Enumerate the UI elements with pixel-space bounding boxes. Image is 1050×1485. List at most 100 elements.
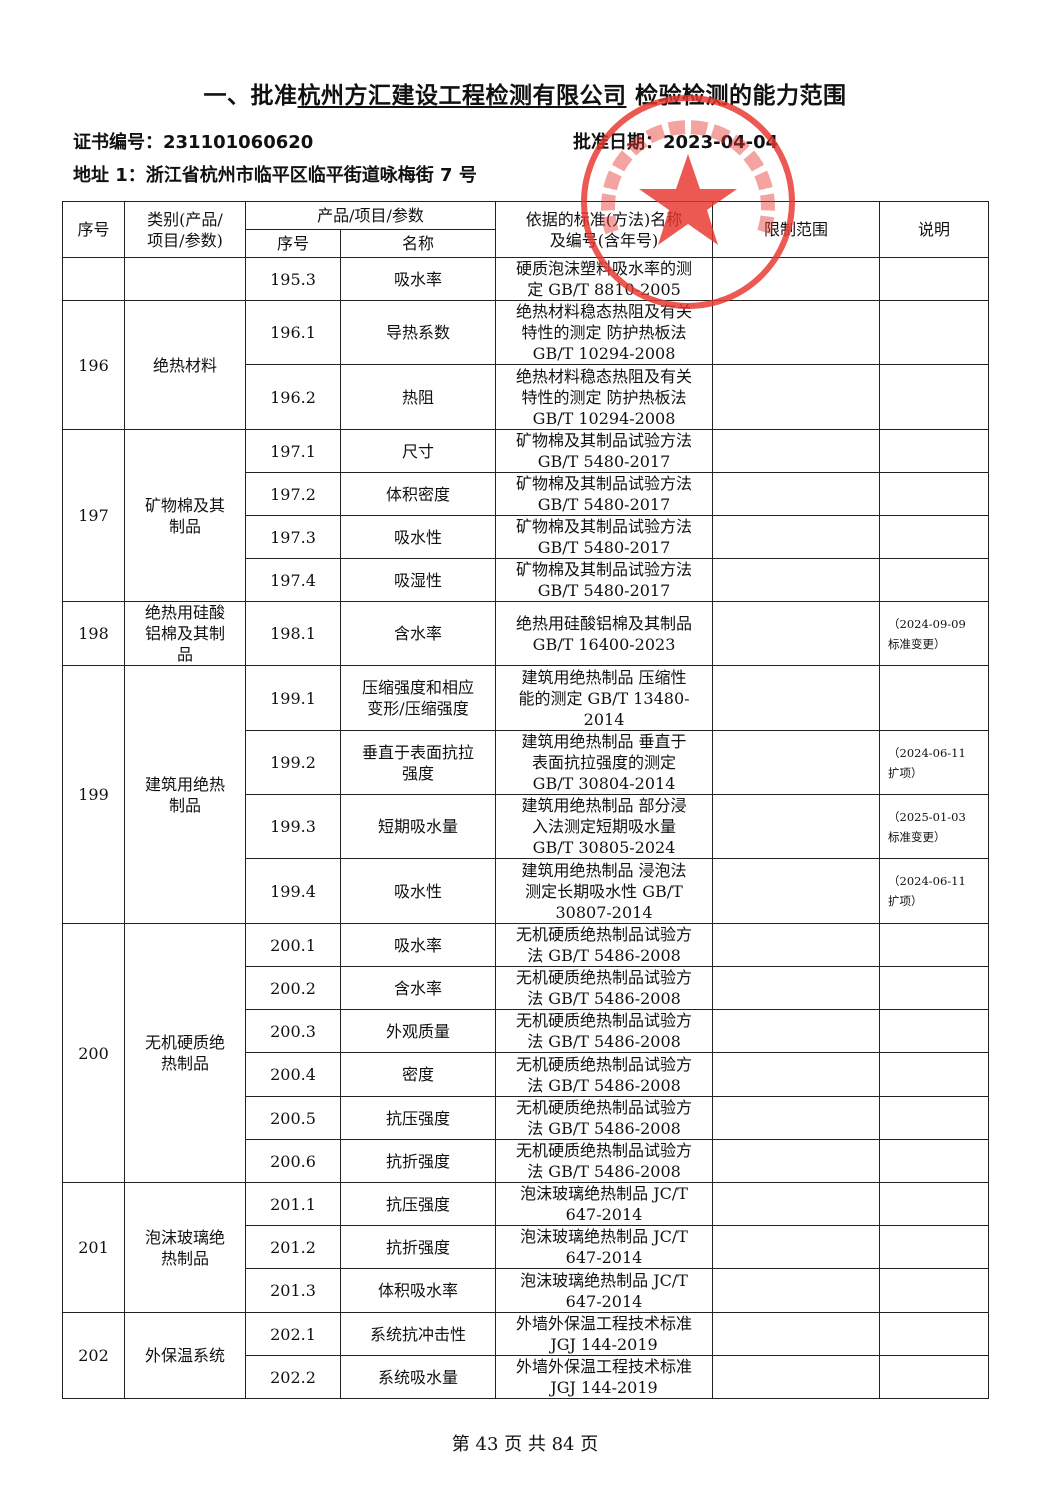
table-row: 202.2 系统吸水量 外墙外保温工程技术标准 JGJ 144-2019 <box>63 1355 990 1399</box>
group-category: 泡沫玻璃绝 热制品 <box>124 1182 246 1313</box>
item-standard: 无机硬质绝热制品试验方 法 GB/T 5486-2008 <box>495 923 714 967</box>
table-row: 199 建筑用绝热 制品 199.1 压缩强度和相应 变形/压缩强度 建筑用绝热制品 压… <box>62 665 990 924</box>
item-name: 吸水性 <box>339 515 497 559</box>
capability-table: 序号 类别(产品/ 项目/参数) 产品/项目/参数 依据的标准(方法)名称 及编… <box>62 201 990 1399</box>
address-label: 地址 1： <box>73 165 146 186</box>
item-limit <box>712 730 881 795</box>
item-standard: 绝热材料稳态热阻及有关 特性的测定 防护热板法 GB/T 10294-2008 <box>495 364 714 430</box>
item-seq: 199.4 <box>245 858 341 924</box>
group-category <box>124 257 246 301</box>
page-title: 一、批准杭州方汇建设工程检测有限公司 检验检测的能力范围 <box>0 76 1050 110</box>
certificate-value: 231101060620 <box>163 132 314 153</box>
item-name: 含水率 <box>339 966 497 1010</box>
item-name: 吸水率 <box>339 257 497 301</box>
item-name: 吸水率 <box>339 923 497 967</box>
item-standard: 泡沫玻璃绝热制品 JC/T 647-2014 <box>495 1182 714 1226</box>
item-note <box>879 1225 990 1269</box>
table-row: 195.3 吸水率 硬质泡沫塑料吸水率的测 定 GB/T 8810-2005 <box>62 257 990 301</box>
item-seq: 201.1 <box>245 1182 341 1226</box>
item-note: （2025-01-03 标准变更） <box>879 794 990 859</box>
item-limit <box>712 364 881 430</box>
item-limit <box>712 257 881 301</box>
item-seq: 200.4 <box>245 1052 341 1097</box>
item-note <box>879 364 990 430</box>
item-name: 压缩强度和相应 变形/压缩强度 <box>339 665 497 731</box>
header-product: 产品/项目/参数 <box>244 201 497 230</box>
group-category: 外保温系统 <box>124 1312 246 1399</box>
item-standard: 矿物棉及其制品试验方法 GB/T 5480-2017 <box>495 472 714 516</box>
item-name: 垂直于表面抗拉 强度 <box>339 730 497 795</box>
group-seq: 197 <box>62 429 125 602</box>
item-limit <box>712 429 881 473</box>
item-limit <box>712 1182 881 1226</box>
item-standard: 无机硬质绝热制品试验方 法 GB/T 5486-2008 <box>495 966 714 1010</box>
header-sub-seq: 序号 <box>245 229 341 258</box>
item-limit <box>712 1225 881 1269</box>
item-standard: 无机硬质绝热制品试验方 法 GB/T 5486-2008 <box>495 1139 714 1183</box>
item-limit <box>712 601 881 666</box>
item-standard: 建筑用绝热制品 压缩性 能的测定 GB/T 13480- 2014 <box>495 665 714 731</box>
table-row: 197.3 吸水性 矿物棉及其制品试验方法 GB/T 5480-2017 <box>63 515 990 559</box>
item-seq: 199.3 <box>245 794 341 859</box>
group-seq <box>62 257 125 301</box>
item-standard: 泡沫玻璃绝热制品 JC/T 647-2014 <box>495 1268 714 1313</box>
table-row: 199.3 短期吸水量 建筑用绝热制品 部分浸 入法测定短期吸水量 GB/T 308… <box>63 794 990 859</box>
item-name: 导热系数 <box>339 300 497 365</box>
table-row: 201.3 体积吸水率 泡沫玻璃绝热制品 JC/T 647-2014 <box>63 1268 990 1313</box>
item-note <box>879 1096 990 1140</box>
item-limit <box>712 1052 881 1097</box>
item-standard: 外墙外保温工程技术标准 JGJ 144-2019 <box>495 1312 714 1356</box>
table-row: 197.4 吸湿性 矿物棉及其制品试验方法 GB/T 5480-2017 <box>63 558 990 602</box>
group-category: 矿物棉及其 制品 <box>124 429 246 602</box>
item-note <box>879 257 990 301</box>
table-row: 202 外保温系统 202.1 系统抗冲击性 外墙外保温工程技术标准 JGJ 144-2… <box>62 1312 990 1399</box>
group-category: 绝热用硅酸 铝棉及其制 品 <box>124 601 246 666</box>
item-note <box>879 1268 990 1313</box>
item-limit <box>712 1355 881 1399</box>
item-name: 抗压强度 <box>339 1096 497 1140</box>
item-limit <box>712 515 881 559</box>
item-name: 吸水性 <box>339 858 497 924</box>
item-note <box>879 923 990 967</box>
table-row: 200.3 外观质量 无机硬质绝热制品试验方 法 GB/T 5486-2008 <box>63 1009 990 1053</box>
item-limit <box>712 300 881 365</box>
item-note <box>879 1052 990 1097</box>
address: 地址 1：浙江省杭州市临平区临平街道咏梅街 7 号 <box>73 161 477 187</box>
item-seq: 200.5 <box>245 1096 341 1140</box>
item-note <box>879 966 990 1010</box>
table-row: 197 矿物棉及其 制品 197.1 尺寸 矿物棉及其制品试验方法 GB/T 5480-… <box>62 429 990 602</box>
item-name: 系统抗冲击性 <box>339 1312 497 1356</box>
item-standard: 泡沫玻璃绝热制品 JC/T 647-2014 <box>495 1225 714 1269</box>
item-name: 含水率 <box>339 601 497 666</box>
item-seq: 201.3 <box>245 1268 341 1313</box>
item-seq: 200.2 <box>245 966 341 1010</box>
item-name: 短期吸水量 <box>339 794 497 859</box>
item-standard: 无机硬质绝热制品试验方 法 GB/T 5486-2008 <box>495 1096 714 1140</box>
approval-date-value: 2023-04-04 <box>663 132 779 153</box>
table-row: 200.6 抗折强度 无机硬质绝热制品试验方 法 GB/T 5486-2008 <box>63 1139 990 1183</box>
item-name: 密度 <box>339 1052 497 1097</box>
table-row: 200.5 抗压强度 无机硬质绝热制品试验方 法 GB/T 5486-2008 <box>63 1096 990 1140</box>
table-row: 196 绝热材料 196.1 导热系数 绝热材料稳态热阻及有关 特性的测定 防护热板法 … <box>62 300 990 430</box>
approval-date-label: 批准日期： <box>573 132 663 153</box>
item-standard: 无机硬质绝热制品试验方 法 GB/T 5486-2008 <box>495 1009 714 1053</box>
approval-date: 批准日期：2023-04-04 <box>573 128 778 154</box>
item-standard: 硬质泡沫塑料吸水率的测 定 GB/T 8810-2005 <box>495 257 714 301</box>
item-seq: 200.3 <box>245 1009 341 1053</box>
title-prefix: 一、批准 <box>203 83 298 109</box>
item-note: （2024-06-11 扩项） <box>879 858 990 924</box>
item-seq: 199.2 <box>245 730 341 795</box>
item-limit <box>712 472 881 516</box>
item-standard: 绝热材料稳态热阻及有关 特性的测定 防护热板法 GB/T 10294-2008 <box>495 300 714 365</box>
item-limit <box>712 966 881 1010</box>
item-standard: 建筑用绝热制品 浸泡法 测定长期吸水性 GB/T 30807-2014 <box>495 858 714 924</box>
company-name: 杭州方汇建设工程检测有限公司 <box>297 83 627 109</box>
item-limit <box>712 858 881 924</box>
item-standard: 绝热用硅酸铝棉及其制品 GB/T 16400-2023 <box>495 601 714 666</box>
item-note <box>879 1139 990 1183</box>
certificate-number: 证书编号：231101060620 <box>73 128 313 154</box>
item-standard: 矿物棉及其制品试验方法 GB/T 5480-2017 <box>495 429 714 473</box>
item-seq: 202.1 <box>245 1312 341 1356</box>
item-limit <box>712 665 881 731</box>
title-suffix: 检验检测的能力范围 <box>635 83 847 109</box>
